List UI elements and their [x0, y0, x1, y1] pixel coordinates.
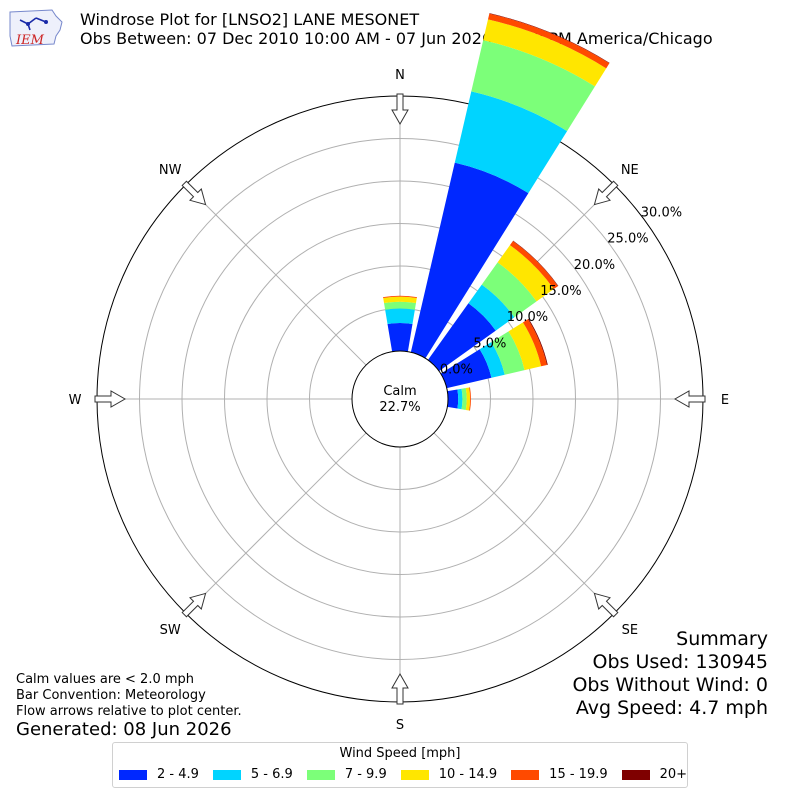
legend-item: 15 - 19.9 — [511, 767, 608, 782]
flow-arrow-e — [673, 390, 706, 408]
legend-swatch — [400, 769, 429, 780]
compass-label-nw: NW — [159, 163, 182, 178]
arrow-shape — [181, 180, 207, 206]
arrow-shape — [593, 592, 619, 618]
ring-label: 15.0% — [540, 284, 581, 299]
note-convention: Bar Convention: Meteorology — [16, 688, 206, 703]
legend-label: 5 - 6.9 — [250, 767, 293, 782]
legend-item: 7 - 9.9 — [306, 767, 387, 782]
grid-spoke — [185, 432, 367, 614]
summary-obs-without-wind: Obs Without Wind: 0 — [572, 674, 768, 696]
compass-label-ne: NE — [621, 163, 639, 178]
compass-label-w: W — [69, 393, 82, 408]
bar-ne-bin-0 — [427, 303, 496, 372]
bar-n-bin-2 — [384, 301, 416, 310]
ring-label: 30.0% — [641, 205, 682, 220]
calm-value: 22.7% — [379, 400, 420, 415]
calm-label: Calm — [383, 384, 416, 399]
title-line-station: Windrose Plot for [LNSO2] LANE MESONET — [80, 10, 420, 29]
compass-label-se: SE — [622, 623, 638, 638]
summary-avg-speed: Avg Speed: 4.7 mph — [575, 697, 768, 719]
calm-circle — [351, 350, 449, 448]
legend-item: 20+ — [621, 767, 688, 782]
summary-obs-used: Obs Used: 130945 — [592, 651, 768, 673]
ring-label: 0.0% — [440, 362, 473, 377]
bar-nne-bin-2 — [471, 40, 595, 132]
bar-nne-bin-3 — [483, 19, 607, 87]
legend-swatch — [621, 769, 650, 780]
bar-e-bin-4 — [469, 387, 471, 411]
bar-n-bin-1 — [385, 308, 415, 324]
bar-ene-bin-0 — [440, 349, 492, 389]
legend-item: 5 - 6.9 — [212, 767, 293, 782]
bar-nne-bin-1 — [454, 91, 568, 194]
legend-items: 2 - 4.9 5 - 6.9 7 - 9.9 10 - 14.9 15 - 19.9 2… — [119, 767, 701, 782]
legend-label: 10 - 14.9 — [438, 767, 498, 782]
bar-ne-bin-1 — [468, 284, 515, 331]
bar-n-bin-4 — [383, 295, 417, 298]
note-calm: Calm values are < 2.0 mph — [16, 672, 195, 687]
speed-legend: Wind Speed [mph] 2 - 4.9 5 - 6.9 7 - 9.9 10… — [112, 742, 688, 788]
arrow-shape — [391, 672, 409, 705]
compass-label-e: E — [721, 393, 729, 408]
generated-date: Generated: 08 Jun 2026 — [16, 719, 232, 740]
bar-ene-bin-2 — [491, 331, 525, 375]
flow-arrow-sw — [181, 592, 207, 618]
summary-box: Summary Obs Used: 130945 Obs Without Win… — [572, 628, 768, 720]
bar-ene-bin-3 — [508, 322, 542, 371]
compass-label-n: N — [395, 68, 405, 83]
arrow-shape — [391, 93, 409, 126]
arrow-shape — [673, 390, 706, 408]
grid-spoke — [185, 184, 367, 366]
flow-arrow-se — [593, 592, 619, 618]
arrow-shape — [593, 180, 619, 206]
bar-n-bin-0 — [387, 322, 413, 352]
legend-label: 2 - 4.9 — [157, 767, 199, 782]
flow-arrow-nw — [181, 180, 207, 206]
legend-swatch — [119, 769, 147, 780]
legend-label: 20+ — [659, 767, 688, 782]
bar-e-bin-3 — [465, 387, 471, 411]
compass-label-s: S — [396, 718, 404, 733]
ring-label: 10.0% — [507, 310, 548, 325]
arrow-shape — [94, 390, 127, 408]
bar-ne-bin-2 — [481, 262, 537, 318]
legend-label: 15 - 19.9 — [549, 767, 608, 782]
grid-spoke — [433, 432, 615, 614]
legend-item: 10 - 14.9 — [400, 767, 498, 782]
compass-label-sw: SW — [160, 623, 181, 638]
iem-logo: IEM — [9, 9, 63, 48]
bar-ene-bin-4 — [522, 319, 547, 367]
svg-text:IEM: IEM — [15, 33, 45, 48]
bar-ne-bin-3 — [497, 245, 554, 302]
legend-swatch — [511, 769, 540, 780]
legend-label: 7 - 9.9 — [344, 767, 387, 782]
summary-title: Summary — [676, 628, 768, 650]
bar-e-bin-1 — [457, 388, 463, 410]
bar-n-bin-3 — [383, 296, 417, 304]
flow-arrow-n — [391, 93, 409, 126]
bar-nne-bin-0 — [410, 162, 529, 359]
flow-arrow-s — [391, 672, 409, 705]
plot-notes: Calm values are < 2.0 mph Bar Convention… — [16, 672, 242, 720]
legend-swatch — [212, 769, 241, 780]
legend-swatch — [306, 769, 335, 780]
legend-item: 2 - 4.9 — [119, 767, 199, 782]
bar-ne-bin-4 — [509, 240, 559, 290]
ring-label: 25.0% — [607, 232, 648, 247]
legend-title: Wind Speed [mph] — [339, 746, 461, 761]
bar-e-bin-0 — [447, 389, 459, 409]
ring-label: 5.0% — [473, 336, 506, 351]
bar-nne-bin-4 — [487, 13, 610, 69]
note-arrows: Flow arrows relative to plot center. — [16, 704, 242, 719]
arrow-shape — [181, 592, 207, 618]
flow-arrow-ne — [593, 180, 619, 206]
bar-e-bin-2 — [461, 388, 467, 410]
ring-label: 20.0% — [574, 258, 615, 273]
flow-arrow-w — [94, 390, 127, 408]
bar-ene-bin-1 — [479, 342, 505, 378]
